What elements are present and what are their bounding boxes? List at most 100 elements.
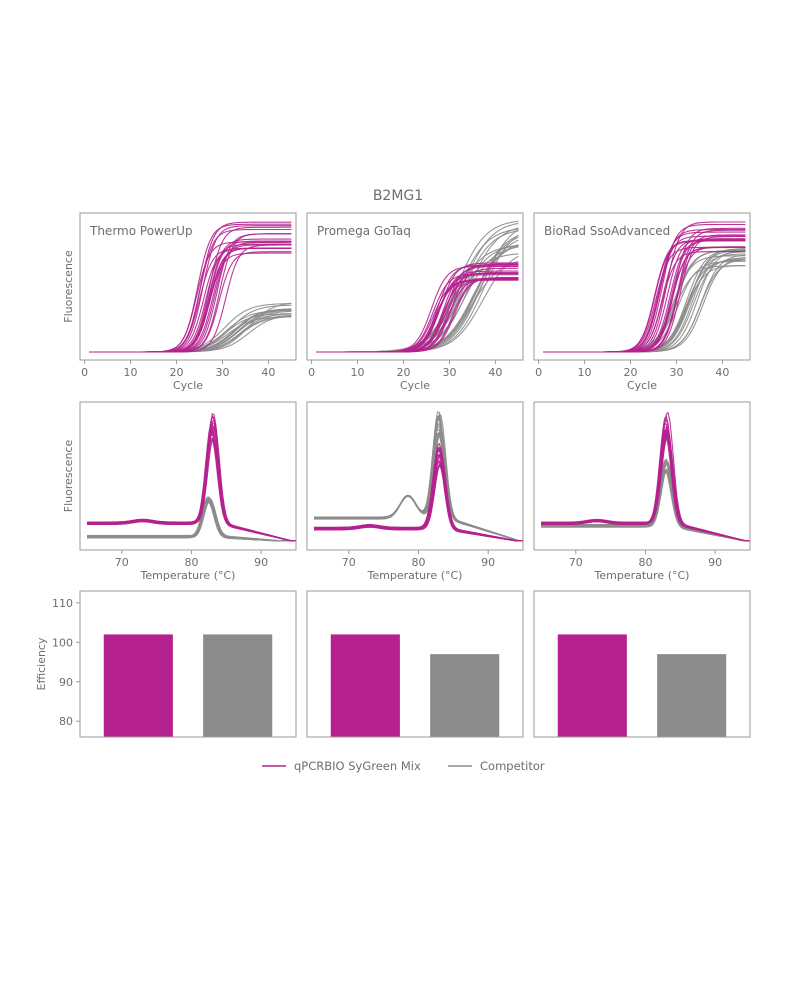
- competitor-curve: [541, 461, 750, 542]
- sygreen-curve: [89, 223, 292, 353]
- sygreen-curve: [89, 247, 292, 353]
- competitor-curve: [541, 468, 750, 542]
- competitor-efficiency-bar: [203, 634, 273, 737]
- x-tick-label: 0: [81, 366, 88, 379]
- competitor-curve: [541, 471, 750, 542]
- x-axis-label: Cycle: [627, 379, 657, 392]
- competitor-curve: [314, 431, 523, 542]
- competitor-curve: [541, 470, 750, 542]
- x-tick-label: 30: [669, 366, 683, 379]
- x-tick-label: 0: [308, 366, 315, 379]
- competitor-curve: [314, 431, 523, 542]
- competitor-curve: [316, 244, 519, 353]
- x-tick-label: 90: [708, 556, 722, 569]
- x-tick-label: 80: [411, 556, 425, 569]
- competitor-efficiency-bar: [430, 654, 500, 737]
- x-tick-label: 10: [578, 366, 592, 379]
- curves: [541, 411, 750, 542]
- y-axis-label: Efficiency: [35, 637, 48, 690]
- y-tick-label: 80: [59, 715, 73, 728]
- competitor-curve: [541, 460, 750, 542]
- competitor-curve: [314, 427, 523, 542]
- competitor-curve: [541, 458, 750, 542]
- competitor-curve: [541, 460, 750, 542]
- competitor-curve: [541, 470, 750, 542]
- competitor-curve: [541, 462, 750, 542]
- sygreen-curve: [89, 247, 292, 353]
- x-tick-label: 70: [569, 556, 583, 569]
- x-tick-label: 90: [481, 556, 495, 569]
- x-tick-label: 80: [638, 556, 652, 569]
- y-axis-label: Fluorescence: [62, 440, 75, 513]
- panel-frame: [306, 212, 524, 361]
- panel-frame: [79, 401, 297, 551]
- competitor-curve: [314, 433, 523, 542]
- sygreen-curve: [89, 251, 292, 353]
- competitor-curve: [314, 411, 523, 542]
- x-axis-label: Temperature (°C): [594, 569, 690, 582]
- sygreen-curve: [87, 437, 296, 542]
- sygreen-efficiency-bar: [330, 634, 400, 737]
- legend-item-competitor: Competitor: [448, 759, 545, 773]
- competitor-curve: [314, 425, 523, 542]
- legend-item-sygreen: qPCRBIO SyGreen Mix: [262, 759, 421, 773]
- competitor-efficiency-bar: [657, 654, 727, 737]
- competitor-curve: [316, 235, 519, 353]
- competitor-curve: [314, 431, 523, 542]
- competitor-curve: [541, 460, 750, 542]
- x-tick-label: 90: [254, 556, 268, 569]
- sygreen-efficiency-bar: [103, 634, 173, 737]
- sygreen-curve: [316, 262, 519, 353]
- y-tick-label: 90: [59, 676, 73, 689]
- panel-title: Promega GoTaq: [317, 224, 411, 238]
- x-axis-label: Temperature (°C): [140, 569, 236, 582]
- sygreen-curve: [87, 437, 296, 542]
- sygreen-curve: [89, 247, 292, 353]
- competitor-curve: [314, 422, 523, 542]
- legend-label: Competitor: [480, 759, 545, 773]
- panel-efficiency-2: [306, 590, 524, 738]
- x-tick-label: 40: [488, 366, 502, 379]
- curves: [316, 220, 519, 353]
- competitor-curve: [541, 469, 750, 542]
- x-tick-label: 70: [342, 556, 356, 569]
- sygreen-curve: [316, 278, 519, 353]
- panel-efficiency-1: 80 90 100 110 Efficiency: [35, 590, 297, 738]
- curves: [314, 411, 523, 542]
- panels-group: 0 10 20 30 40 Cycle Fluorescence Thermo PowerUp…: [35, 212, 751, 738]
- y-axis-label: Fluorescence: [62, 250, 75, 323]
- competitor-curve: [541, 459, 750, 542]
- curves: [543, 221, 746, 353]
- y-tick-label: 100: [52, 636, 73, 649]
- competitor-curve: [314, 432, 523, 542]
- panel-amplification-3: 0 10 20 30 40 Cycle BioRad SsoAdvanced: [533, 212, 751, 392]
- legend: qPCRBIO SyGreen Mix Competitor: [262, 759, 545, 773]
- competitor-curve: [314, 416, 523, 542]
- panel-efficiency-3: [533, 590, 751, 738]
- panel-frame: [306, 590, 524, 738]
- x-tick-label: 40: [715, 366, 729, 379]
- x-tick-label: 20: [170, 366, 184, 379]
- x-tick-label: 30: [442, 366, 456, 379]
- panel-melt-2: 70 80 90 Temperature (°C): [306, 401, 524, 582]
- sygreen-curve: [314, 446, 523, 542]
- competitor-curve: [87, 496, 296, 542]
- x-tick-label: 10: [351, 366, 365, 379]
- panel-amplification-2: 0 10 20 30 40 Cycle Promega GoTaq: [306, 212, 524, 392]
- panel-frame: [533, 590, 751, 738]
- competitor-curve: [314, 416, 523, 542]
- panel-frame: [533, 401, 751, 551]
- sygreen-curve: [89, 247, 292, 353]
- sygreen-curve: [314, 442, 523, 542]
- competitor-curve: [314, 431, 523, 542]
- panel-title: Thermo PowerUp: [89, 224, 193, 238]
- sygreen-curve: [314, 464, 523, 542]
- competitor-curve: [541, 469, 750, 542]
- competitor-curve: [316, 222, 519, 353]
- legend-label: qPCRBIO SyGreen Mix: [294, 759, 421, 773]
- x-axis-label: Cycle: [400, 379, 430, 392]
- competitor-curve: [314, 413, 523, 542]
- curves: [87, 412, 296, 542]
- sygreen-curve: [316, 263, 519, 353]
